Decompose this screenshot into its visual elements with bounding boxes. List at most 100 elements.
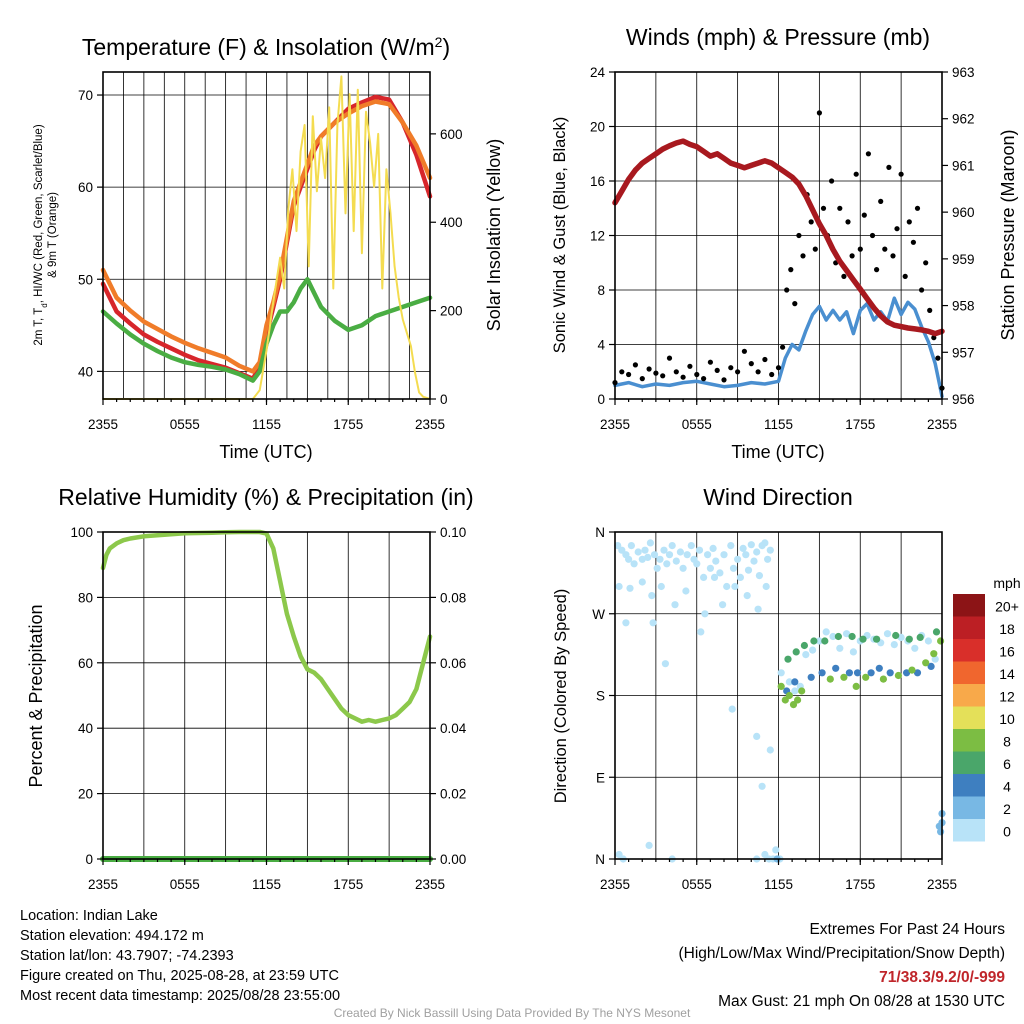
- direction-point: [862, 673, 870, 681]
- temp-y2tick-label: 0: [440, 392, 448, 407]
- direction-point: [615, 582, 623, 591]
- direction-point: [927, 662, 935, 671]
- rh-y2tick-label: 0.10: [440, 525, 466, 540]
- gust-point: [845, 219, 851, 225]
- direction-point: [821, 637, 829, 645]
- gust-point: [788, 267, 794, 273]
- direction-point: [625, 555, 633, 563]
- colorbar-label: 16: [999, 643, 1015, 659]
- direction-point: [916, 633, 924, 642]
- temp-xtick-label: 1155: [252, 417, 281, 432]
- direction-point: [894, 671, 903, 680]
- gust-point: [762, 356, 768, 363]
- gust-point: [829, 178, 835, 184]
- wind-ytick-label: 24: [590, 65, 606, 80]
- direction-point: [822, 628, 830, 636]
- gust-point: [837, 205, 843, 211]
- colorbar-label: 2: [1003, 801, 1011, 817]
- direction-point: [716, 569, 724, 577]
- temp-xtick-label: 2355: [415, 417, 445, 432]
- direction-point: [800, 641, 809, 650]
- colorbar-swatch: [953, 706, 985, 729]
- direction-point: [903, 669, 911, 677]
- wind-y2tick-label: 963: [952, 65, 975, 80]
- gust-point: [780, 344, 786, 350]
- gust-point: [619, 369, 625, 375]
- gust-point: [632, 362, 639, 368]
- direction-point: [648, 592, 656, 600]
- colorbar-label: 4: [1003, 778, 1011, 794]
- direction-point: [697, 628, 705, 636]
- rh-series-relative-humidity: [100, 529, 433, 724]
- colorbar-label: 14: [999, 666, 1015, 682]
- direction-point: [848, 632, 856, 641]
- dir-axes: 2355 0555 1155 1755 2355 N E S W N: [592, 525, 957, 892]
- temp-xtick-label: 1755: [333, 417, 363, 432]
- direction-point: [818, 669, 826, 677]
- wind-ytick-label: 4: [597, 338, 605, 353]
- extremes-title: Extremes For Past 24 Hours: [809, 921, 1005, 938]
- temp-ytick-label: 70: [78, 88, 93, 103]
- wind-xtick-label: 0555: [682, 417, 712, 432]
- direction-point: [712, 557, 720, 565]
- gust-point: [841, 273, 847, 279]
- direction-point: [728, 705, 736, 713]
- gust-point: [869, 232, 876, 239]
- dir-title: Wind Direction: [703, 484, 853, 510]
- direction-point: [879, 675, 888, 683]
- colorbar-swatch: [953, 639, 985, 662]
- colorbar-label: 10: [999, 711, 1015, 727]
- temp-xtick-label: 2355: [88, 417, 118, 432]
- direction-point: [676, 548, 685, 556]
- gust-point: [890, 253, 896, 259]
- gust-point: [919, 287, 925, 293]
- direction-point: [638, 555, 646, 563]
- direction-point: [731, 582, 739, 591]
- colorbar-swatch: [953, 751, 985, 774]
- temp-xlabel: Time (UTC): [219, 442, 312, 462]
- direction-point: [663, 560, 671, 568]
- wind-xtick-label: 2355: [600, 417, 630, 432]
- direction-point: [614, 542, 622, 550]
- direction-point: [922, 659, 930, 667]
- rh-ytick-label: 0: [85, 852, 93, 867]
- direction-point: [890, 641, 898, 649]
- wind-xtick-label: 2355: [927, 417, 957, 432]
- dir-ytick-label: S: [596, 689, 605, 704]
- gust-point: [808, 219, 814, 225]
- gust-point: [882, 246, 888, 252]
- colorbar-label: 6: [1003, 756, 1011, 772]
- temp-panel: Temperature (F) & Insolation (W/m2) 2355…: [33, 34, 504, 462]
- direction-point: [660, 546, 668, 554]
- wind-ytick-label: 8: [597, 283, 605, 298]
- direction-point: [687, 542, 695, 550]
- direction-point: [627, 542, 636, 550]
- direction-point: [932, 628, 941, 636]
- direction-point: [630, 560, 638, 568]
- colorbar-swatch: [953, 594, 985, 617]
- temp-ylabel-line1: 2m T, Td, HI/WC (Red, Green, Scarlet/Blu…: [33, 124, 49, 345]
- direction-point: [913, 669, 922, 677]
- direction-point: [897, 633, 905, 642]
- gust-point: [861, 212, 867, 218]
- direction-point: [720, 551, 728, 559]
- direction-point: [645, 841, 653, 850]
- gust-point: [680, 374, 686, 380]
- direction-point: [798, 687, 806, 695]
- temp-series-td: [100, 277, 433, 383]
- direction-point: [826, 675, 834, 683]
- dir-ylabel: Direction (Colored By Speed): [552, 589, 570, 804]
- colorbar: 20+ 18 16 14 12 10 8 6 4 2 0: [953, 594, 1019, 842]
- direction-point: [668, 542, 676, 550]
- colorbar-title: mph: [993, 575, 1020, 591]
- direction-point: [753, 732, 761, 741]
- gust-point: [800, 253, 806, 259]
- gust-point: [714, 367, 720, 373]
- extremes-subtitle: (High/Low/Max Wind/Precipitation/Snow De…: [678, 945, 1006, 962]
- wind-panel: Winds (mph) & Pressure (mb) 2355 0555 1155…: [551, 24, 1018, 462]
- dir-xtick-label: 0555: [682, 877, 712, 892]
- direction-point: [883, 630, 892, 638]
- dir-xtick-label: 1155: [764, 877, 793, 892]
- gust-point: [898, 171, 904, 177]
- temp-y2label: Solar Insolation (Yellow): [484, 139, 504, 331]
